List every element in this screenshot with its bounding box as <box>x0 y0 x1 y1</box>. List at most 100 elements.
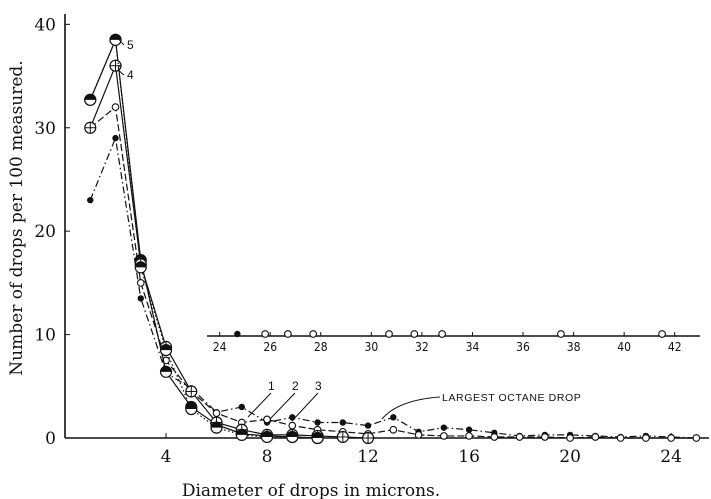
data-point <box>234 330 241 338</box>
data-point <box>385 330 393 338</box>
point-circle <box>111 103 120 111</box>
data-point <box>490 433 499 441</box>
data-point <box>540 433 549 441</box>
point-half-fill <box>135 254 147 261</box>
pointer-largest <box>381 396 441 420</box>
series-line <box>89 37 318 439</box>
point-dot <box>339 419 347 426</box>
data-point <box>389 425 398 434</box>
series-3 <box>84 33 324 445</box>
point-circle <box>439 432 448 440</box>
point-circle <box>136 279 145 287</box>
point-dot <box>234 330 241 338</box>
point-circle <box>642 434 650 442</box>
data-point <box>557 330 565 338</box>
data-point <box>440 424 448 431</box>
series-label-4: 4 <box>127 68 134 82</box>
data-point <box>111 103 120 111</box>
x-tick-label: 24 <box>660 447 682 467</box>
point-half-fill <box>312 432 324 438</box>
point-circle <box>410 330 419 338</box>
series-layer <box>84 33 701 445</box>
series-label-2: 2 <box>292 379 299 393</box>
data-point <box>235 428 248 441</box>
point-dot <box>314 419 321 426</box>
x-tick-label: 8 <box>262 447 273 467</box>
inset-tick-label: 28 <box>314 340 328 354</box>
x-tick-label: 4 <box>161 447 172 467</box>
data-point <box>336 430 349 444</box>
series-label-5: 5 <box>127 38 134 52</box>
data-point <box>185 402 198 416</box>
data-point <box>84 121 97 134</box>
point-dot <box>390 414 397 421</box>
data-point <box>84 93 97 106</box>
point-dot <box>87 196 94 204</box>
data-point <box>159 343 173 357</box>
data-point <box>616 434 625 442</box>
pointer-2 <box>269 392 296 420</box>
data-point <box>692 434 701 442</box>
point-circle <box>658 330 666 338</box>
y-tick-label: 30 <box>34 119 56 139</box>
point-circle <box>566 434 574 442</box>
data-point <box>288 421 297 430</box>
data-point <box>137 295 144 302</box>
point-circle <box>616 434 625 442</box>
point-circle <box>288 421 297 430</box>
data-point <box>260 430 274 444</box>
inset-tick-label: 38 <box>567 340 581 354</box>
point-dot <box>289 414 296 421</box>
point-circle <box>414 431 423 439</box>
inset-tick-label: 36 <box>516 340 530 354</box>
point-circle <box>667 434 675 442</box>
data-point <box>261 330 269 338</box>
point-half-fill <box>135 261 147 268</box>
point-half-fill <box>211 422 223 428</box>
data-point <box>364 422 372 429</box>
data-point <box>314 419 321 426</box>
point-dot <box>465 426 473 433</box>
inset-tick-label: 26 <box>263 340 277 354</box>
point-half-fill <box>185 403 197 410</box>
series-line <box>89 105 697 439</box>
point-circle <box>540 433 549 441</box>
data-point <box>238 403 245 411</box>
inset-axis: 24 26 28 30 32 34 36 38 40 42 <box>207 330 700 354</box>
point-circle <box>490 433 499 441</box>
annotations: 5 4 1 2 3 LARGEST OCTANE DROP <box>117 37 581 422</box>
point-circle <box>692 434 701 442</box>
pointer-3 <box>291 392 319 422</box>
inset-tick-label: 24 <box>213 340 227 354</box>
point-circle <box>309 330 318 338</box>
data-point <box>159 365 173 378</box>
data-point <box>658 330 666 338</box>
inset-tick-label: 34 <box>466 340 480 354</box>
data-point <box>339 419 347 426</box>
data-point <box>591 433 600 441</box>
y-axis-title: Number of drops per 100 measured. <box>7 60 27 375</box>
x-tick-label: 16 <box>458 447 480 467</box>
series-1 <box>87 134 700 442</box>
point-dot <box>137 295 144 302</box>
point-circle <box>389 425 398 434</box>
data-point <box>210 421 223 434</box>
y-tick-label: 0 <box>45 429 56 449</box>
largest-drop-label: LARGEST OCTANE DROP <box>442 392 581 404</box>
data-point <box>284 330 292 338</box>
data-point <box>136 279 145 287</box>
data-point <box>515 433 524 441</box>
point-circle <box>515 433 524 441</box>
pointer-4 <box>117 64 125 76</box>
point-circle <box>284 330 292 338</box>
point-circle <box>438 330 446 338</box>
data-point <box>212 409 221 418</box>
data-point <box>311 431 324 445</box>
inset-tick-label: 32 <box>415 340 429 354</box>
point-half-fill <box>261 431 273 437</box>
data-point <box>185 385 198 398</box>
point-half-fill <box>84 94 96 100</box>
y-tick-label: 40 <box>34 15 56 35</box>
